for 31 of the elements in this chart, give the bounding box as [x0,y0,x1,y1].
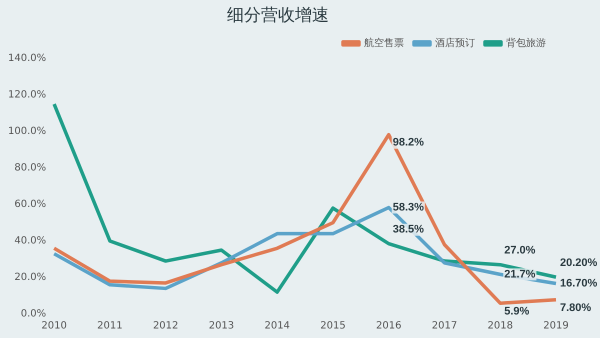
legend-label: 航空售票 [364,36,404,49]
legend-label: 酒店预订 [435,36,475,49]
data-label: 58.3% [392,202,424,214]
data-label: 27.0% [504,244,536,257]
x-tick-label: 2013 [208,320,234,332]
y-tick-label: 120.0% [8,90,46,101]
data-label: 7.80% [560,302,592,314]
x-tick-label: 2010 [41,320,67,332]
y-tick-label: 20.0% [14,272,46,284]
y-tick-label: 0.0% [20,308,46,320]
legend-label: 背包旅游 [506,36,546,49]
x-tick-label: 2016 [376,320,402,332]
y-tick-label: 80.0% [14,162,46,174]
y-tick-label: 140.0% [8,52,46,64]
data-label: 98.2% [392,136,424,149]
data-label: 5.9% [504,305,530,318]
data-label: 20.20% [560,257,598,270]
x-tick-label: 2011 [97,320,123,332]
x-tick-label: 2015 [320,320,346,332]
data-label: 16.70% [560,278,598,290]
y-tick-label: 60.0% [14,199,46,210]
y-tick-label: 40.0% [14,236,46,247]
x-tick-label: 2019 [543,320,569,332]
x-tick-label: 2014 [264,320,290,332]
x-tick-label: 2012 [152,320,178,332]
x-tick-label: 2017 [432,320,458,332]
chart-title: 细分营收增速 [227,6,329,26]
x-tick-label: 2018 [488,320,513,332]
y-tick-label: 100.0% [8,126,46,138]
data-label: 21.7% [504,268,536,280]
data-label: 38.5% [392,224,424,236]
